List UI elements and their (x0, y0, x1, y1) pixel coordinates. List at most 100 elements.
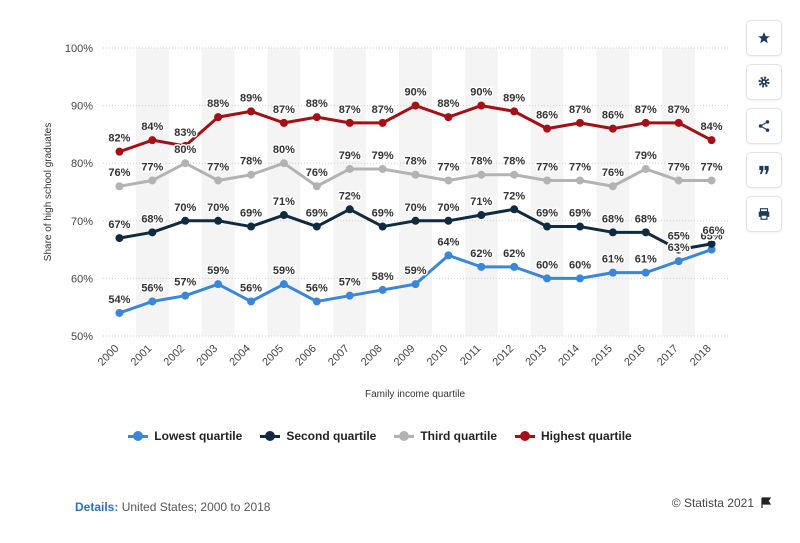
data-label: 68% (602, 213, 624, 225)
data-label: 88% (207, 98, 229, 110)
y-tick-label: 70% (71, 216, 93, 228)
data-point (345, 164, 354, 173)
data-point (510, 107, 519, 116)
data-label: 87% (635, 104, 657, 116)
data-point (247, 297, 256, 306)
data-point (575, 176, 584, 185)
data-label: 62% (503, 248, 525, 260)
data-point (608, 124, 617, 133)
legend-item[interactable]: Second quartile (260, 429, 376, 443)
data-label: 57% (174, 277, 196, 289)
data-point (214, 176, 223, 185)
legend-marker (515, 430, 536, 442)
chart-legend: Lowest quartile Second quartile Third quar… (0, 429, 760, 443)
data-point (608, 268, 617, 277)
data-point (214, 113, 223, 122)
data-point (444, 176, 453, 185)
data-label: 54% (108, 294, 130, 306)
column-band (333, 48, 367, 336)
data-point (148, 297, 157, 306)
legend-label: Second quartile (286, 429, 377, 443)
data-label: 89% (503, 92, 525, 104)
data-label: 66% (703, 225, 725, 237)
data-point (378, 222, 387, 231)
data-label: 77% (141, 161, 163, 173)
x-tick-label: 2001 (129, 343, 155, 369)
favorite-button[interactable] (746, 20, 782, 56)
source-credit[interactable]: © Statista 2021 (672, 496, 772, 510)
data-label: 77% (536, 161, 558, 173)
legend-item[interactable]: Third quartile (394, 429, 497, 443)
data-label: 67% (108, 219, 130, 231)
x-tick-label: 2008 (359, 343, 385, 369)
column-band (267, 48, 301, 336)
data-point (444, 216, 453, 225)
data-point (707, 176, 716, 185)
cite-button[interactable] (746, 152, 782, 188)
data-point (707, 245, 716, 254)
data-label: 77% (569, 161, 591, 173)
data-point (181, 141, 190, 150)
data-label: 76% (108, 167, 130, 179)
data-point (279, 280, 288, 289)
data-point (279, 211, 288, 220)
data-label: 89% (240, 92, 262, 104)
data-point (247, 170, 256, 179)
data-label: 79% (372, 150, 394, 162)
data-label: 70% (437, 202, 459, 214)
data-point (115, 147, 124, 156)
data-point (312, 182, 321, 191)
data-label: 72% (339, 190, 361, 202)
data-label: 87% (668, 104, 690, 116)
settings-button[interactable] (746, 64, 782, 100)
data-label: 84% (701, 121, 723, 133)
data-point (641, 228, 650, 237)
data-label: 80% (174, 144, 196, 156)
data-label: 87% (339, 104, 361, 116)
x-tick-label: 2006 (293, 343, 319, 369)
data-label: 64% (437, 236, 459, 248)
legend-marker (394, 430, 415, 442)
data-label: 78% (503, 156, 525, 168)
share-icon (758, 120, 770, 132)
y-tick-label: 90% (71, 101, 93, 113)
data-label: 77% (437, 161, 459, 173)
data-label: 69% (306, 208, 328, 220)
data-label: 56% (141, 282, 163, 294)
data-label: 78% (470, 156, 492, 168)
data-point (444, 113, 453, 122)
toolbar (746, 20, 782, 240)
data-point (345, 118, 354, 127)
share-button[interactable] (746, 108, 782, 144)
x-tick-label: 2012 (491, 343, 517, 369)
data-point (279, 118, 288, 127)
star-icon (758, 32, 770, 44)
print-icon (758, 208, 770, 220)
credit-text: © Statista 2021 (671, 496, 754, 510)
data-label: 68% (141, 213, 163, 225)
data-point (345, 205, 354, 214)
data-point (247, 222, 256, 231)
data-point (477, 211, 486, 220)
data-point (345, 291, 354, 300)
legend-label: Lowest quartile (154, 429, 243, 443)
data-label: 59% (273, 265, 295, 277)
data-label: 79% (339, 150, 361, 162)
data-point (477, 262, 486, 271)
data-point (378, 164, 387, 173)
x-tick-label: 2000 (96, 343, 122, 369)
data-point (411, 216, 420, 225)
print-button[interactable] (746, 196, 782, 232)
legend-item[interactable]: Highest quartile (515, 429, 632, 443)
data-point (378, 118, 387, 127)
data-point (115, 234, 124, 243)
legend-item[interactable]: Lowest quartile (128, 429, 242, 443)
line-chart: 50% 60% 70% 80% 90% 100% 2000 2001 2002 2003 2004 2… (43, 43, 728, 369)
data-label: 60% (536, 259, 558, 271)
data-label: 88% (306, 98, 328, 110)
data-label: 65% (668, 231, 690, 243)
data-label: 71% (273, 196, 295, 208)
data-point (543, 274, 552, 283)
data-label: 69% (536, 208, 558, 220)
data-point (214, 280, 223, 289)
